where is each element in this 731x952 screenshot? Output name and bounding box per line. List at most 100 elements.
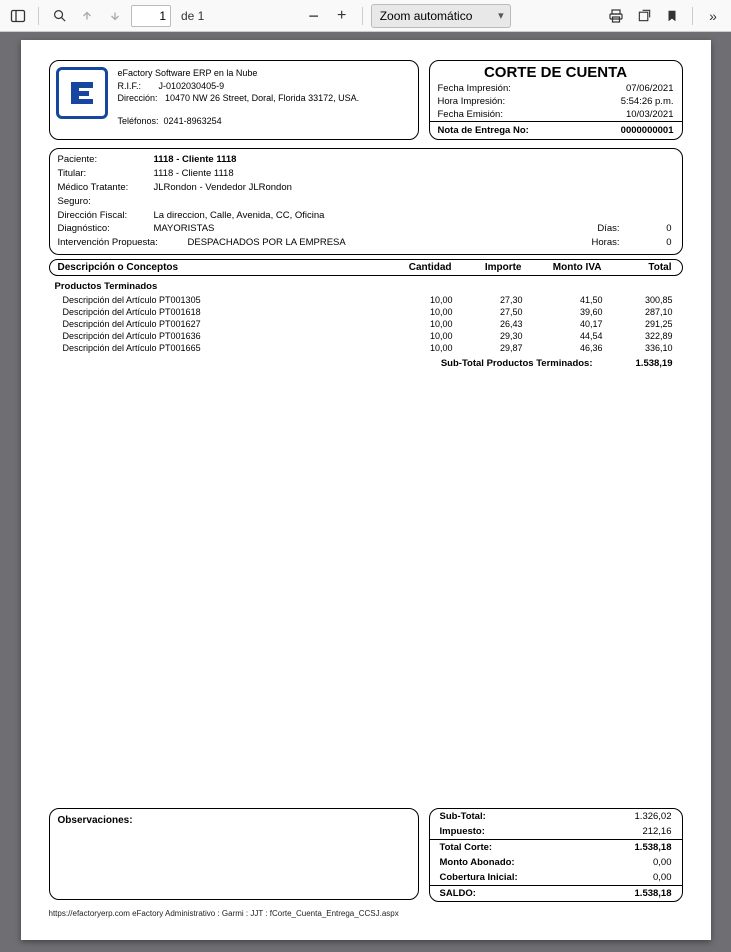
fecha-emi-label: Fecha Emisión: [438, 109, 626, 122]
seguro-label: Seguro: [58, 195, 154, 209]
table-body: Descripción del Artículo PT00130510,0027… [49, 294, 683, 354]
cell-desc: Descripción del Artículo PT001665 [63, 343, 383, 353]
titular-value: 1118 - Cliente 1118 [154, 167, 234, 181]
cell-qty: 10,00 [383, 343, 453, 353]
search-icon[interactable] [47, 4, 71, 28]
zoom-select[interactable]: Zoom automático [371, 4, 511, 28]
th-tot: Total [602, 262, 672, 273]
impuesto-val: 212,16 [642, 826, 671, 837]
totalcorte-lbl: Total Corte: [440, 842, 635, 853]
cell-tot: 291,25 [603, 319, 673, 329]
prev-page-icon[interactable] [75, 4, 99, 28]
tel-label: Teléfonos: [118, 116, 159, 126]
saldo-val: 1.538,18 [635, 888, 672, 899]
cell-imp: 29,30 [453, 331, 523, 341]
patient-box: Paciente:1118 - Cliente 1118 Titular:111… [49, 148, 683, 254]
interv-value: DESPACHADOS POR LA EMPRESA [188, 236, 346, 250]
rif-label: R.I.F.: [118, 81, 142, 91]
print-icon[interactable] [604, 4, 628, 28]
cell-qty: 10,00 [383, 319, 453, 329]
diag-value: MAYORISTAS [154, 222, 215, 236]
paciente-label: Paciente: [58, 153, 154, 167]
cell-imp: 29,87 [453, 343, 523, 353]
page-count-label: de 1 [181, 9, 204, 23]
cell-tot: 300,85 [603, 295, 673, 305]
interv-label: Intervención Propuesta: [58, 236, 188, 250]
cell-tot: 336,10 [603, 343, 673, 353]
cell-qty: 10,00 [383, 295, 453, 305]
cell-iva: 39,60 [523, 307, 603, 317]
subtotal-value: 1.538,19 [603, 358, 673, 369]
cell-qty: 10,00 [383, 331, 453, 341]
company-logo [56, 67, 108, 119]
th-imp: Importe [452, 262, 522, 273]
separator [38, 7, 39, 25]
separator [692, 7, 693, 25]
page-number-input[interactable] [131, 5, 171, 27]
impuesto-lbl: Impuesto: [440, 826, 643, 837]
th-iva: Monto IVA [522, 262, 602, 273]
title-box: CORTE DE CUENTA Fecha Impresión:07/06/20… [429, 60, 683, 140]
abonado-lbl: Monto Abonado: [440, 857, 654, 868]
zoom-in-icon[interactable]: + [330, 4, 354, 28]
paciente-value: 1118 - Cliente 1118 [154, 153, 237, 167]
table-row: Descripción del Artículo PT00161810,0027… [49, 306, 683, 318]
cell-desc: Descripción del Artículo PT001618 [63, 307, 383, 317]
hora-imp-value: 5:54:26 p.m. [621, 96, 674, 109]
separator [362, 7, 363, 25]
cell-imp: 26,43 [453, 319, 523, 329]
cell-iva: 40,17 [523, 319, 603, 329]
cell-iva: 46,36 [523, 343, 603, 353]
cobertura-val: 0,00 [653, 872, 672, 883]
cobertura-lbl: Cobertura Inicial: [440, 872, 654, 883]
horas-label: Horas: [592, 236, 620, 250]
subtotal-val: 1.326,02 [635, 811, 672, 822]
cell-desc: Descripción del Artículo PT001636 [63, 331, 383, 341]
dirf-label: Dirección Fiscal: [58, 209, 154, 223]
cell-imp: 27,50 [453, 307, 523, 317]
nota-number: 0000000001 [621, 125, 674, 136]
hora-imp-label: Hora Impresión: [438, 96, 621, 109]
table-row: Descripción del Artículo PT00163610,0029… [49, 330, 683, 342]
cell-iva: 41,50 [523, 295, 603, 305]
cell-iva: 44,54 [523, 331, 603, 341]
nota-label: Nota de Entrega No: [438, 125, 621, 136]
next-page-icon[interactable] [103, 4, 127, 28]
cell-desc: Descripción del Artículo PT001305 [63, 295, 383, 305]
cell-tot: 287,10 [603, 307, 673, 317]
company-name: eFactory Software ERP en la Nube [118, 67, 360, 80]
zoom-out-icon[interactable]: − [302, 4, 326, 28]
observations-label: Observaciones: [58, 815, 133, 826]
abonado-val: 0,00 [653, 857, 672, 868]
subtotal-lbl: Sub-Total: [440, 811, 635, 822]
table-row: Descripción del Artículo PT00162710,0026… [49, 318, 683, 330]
titular-label: Titular: [58, 167, 154, 181]
pdf-page: eFactory Software ERP en la Nube R.I.F.:… [21, 40, 711, 940]
medico-label: Médico Tratante: [58, 181, 154, 195]
subtotal-label: Sub-Total Productos Terminados: [49, 358, 603, 369]
bookmark-icon[interactable] [660, 4, 684, 28]
table-header: Descripción o Conceptos Cantidad Importe… [49, 259, 683, 276]
sidebar-toggle-icon[interactable] [6, 4, 30, 28]
dirf-value: La direccion, Calle, Avenida, CC, Oficin… [154, 209, 325, 223]
more-tools-icon[interactable]: » [701, 4, 725, 28]
pdf-viewer: eFactory Software ERP en la Nube R.I.F.:… [0, 32, 731, 952]
dir-value: 10470 NW 26 Street, Doral, Florida 33172… [165, 93, 359, 103]
table-row: Descripción del Artículo PT00166510,0029… [49, 342, 683, 354]
table-row: Descripción del Artículo PT00130510,0027… [49, 294, 683, 306]
totalcorte-val: 1.538,18 [635, 842, 672, 853]
fecha-imp-label: Fecha Impresión: [438, 83, 626, 96]
footer-text: https://efactoryerp.com eFactory Adminis… [49, 909, 683, 918]
section-title: Productos Terminados [55, 281, 683, 292]
pdf-toolbar: de 1 − + Zoom automático » [0, 0, 731, 32]
open-external-icon[interactable] [632, 4, 656, 28]
company-box: eFactory Software ERP en la Nube R.I.F.:… [49, 60, 419, 140]
fecha-imp-value: 07/06/2021 [626, 83, 674, 96]
cell-tot: 322,89 [603, 331, 673, 341]
cell-imp: 27,30 [453, 295, 523, 305]
totals-box: Sub-Total:1.326,02 Impuesto:212,16 Total… [429, 808, 683, 902]
tel-value: 0241-8963254 [164, 116, 222, 126]
dir-label: Dirección: [118, 93, 158, 103]
saldo-lbl: SALDO: [440, 888, 635, 899]
th-qty: Cantidad [382, 262, 452, 273]
